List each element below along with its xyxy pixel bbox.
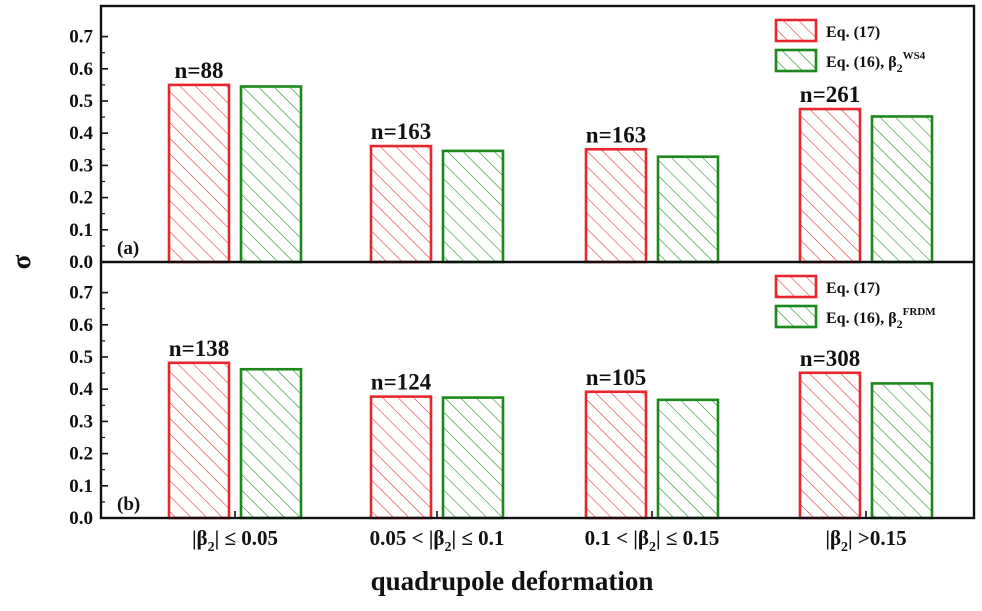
x-category-label: |β2| >0.15 xyxy=(825,526,906,555)
x-category-label: |β2| ≤ 0.05 xyxy=(192,526,278,555)
y-tick-label: 0.3 xyxy=(69,155,93,176)
bar-eq16 xyxy=(239,367,303,520)
y-tick-label: 0.7 xyxy=(69,27,93,48)
sample-count-label: n=88 xyxy=(175,58,224,83)
bar-eq17 xyxy=(584,390,648,520)
bar-eq16 xyxy=(656,398,720,520)
bar-eq16 xyxy=(870,115,934,264)
y-tick-label: 0.5 xyxy=(69,91,93,112)
bar-eq16 xyxy=(870,382,934,520)
sample-count-label: n=163 xyxy=(371,119,431,144)
bar-eq17 xyxy=(167,361,231,520)
bar-eq17 xyxy=(584,148,648,264)
legend-swatch-eq16 xyxy=(774,48,818,73)
bar-eq16 xyxy=(441,396,505,520)
x-axis-title: quadrupole deformation xyxy=(371,566,654,596)
sample-count-label: n=261 xyxy=(800,82,860,107)
bar-eq17 xyxy=(798,371,862,520)
bar-eq16 xyxy=(656,155,720,264)
sample-count-label: n=308 xyxy=(800,346,860,371)
sample-count-label: n=105 xyxy=(586,365,646,390)
y-tick-label: 0.3 xyxy=(69,411,93,432)
sample-count-label: n=163 xyxy=(586,122,646,147)
sample-count-label: n=138 xyxy=(169,336,229,361)
y-tick-label: 0.5 xyxy=(69,347,93,368)
bar-eq16 xyxy=(239,85,303,264)
panel-b: 0.0 0.1 0.2 0.3 0.4 0.5 0.6 0.7 n=138 n=124 n=105 n… xyxy=(69,274,936,529)
panel-label: (b) xyxy=(117,494,140,515)
y-tick-label: 0.7 xyxy=(69,283,93,304)
bar-eq17 xyxy=(798,107,862,264)
panel-label: (a) xyxy=(117,238,139,259)
y-tick-label: 0.6 xyxy=(69,59,93,80)
y-tick-label: 0.4 xyxy=(69,379,93,400)
y-axis-title: σ xyxy=(6,254,36,269)
y-tick-label: 0.4 xyxy=(69,123,93,144)
bar-eq17 xyxy=(369,144,433,264)
y-tick-label: 0.1 xyxy=(69,220,93,241)
bar-eq16 xyxy=(441,149,505,264)
legend-swatch-eq17 xyxy=(774,18,818,43)
x-category-label: 0.05 < |β2| ≤ 0.1 xyxy=(370,526,505,555)
legend-label-eq17: Eq. (17) xyxy=(826,280,880,297)
legend-label-eq16: Eq. (16), β2WS4 xyxy=(826,50,926,75)
legend-swatch-eq16 xyxy=(774,304,818,329)
y-tick-label: 0.2 xyxy=(69,188,93,209)
bar-eq17 xyxy=(167,83,231,264)
y-tick-label: 0.2 xyxy=(69,444,93,465)
x-category-label: 0.1 < |β2| ≤ 0.15 xyxy=(585,526,720,555)
y-tick-label: 0.0 xyxy=(69,252,93,273)
sample-count-label: n=124 xyxy=(371,370,432,395)
legend-label-eq16: Eq. (16), β2FRDM xyxy=(826,306,936,331)
bar-eq17 xyxy=(369,395,433,520)
y-tick-label: 0.0 xyxy=(69,508,93,529)
legend-label-eq17: Eq. (17) xyxy=(826,24,880,41)
y-tick-label: 0.6 xyxy=(69,315,93,336)
legend-swatch-eq17 xyxy=(774,274,818,299)
y-tick-label: 0.1 xyxy=(69,476,93,497)
panel-a: 0.0 0.1 0.2 0.3 0.4 0.5 0.6 0.7 n=88 n=163 n=163 n=… xyxy=(69,18,934,273)
